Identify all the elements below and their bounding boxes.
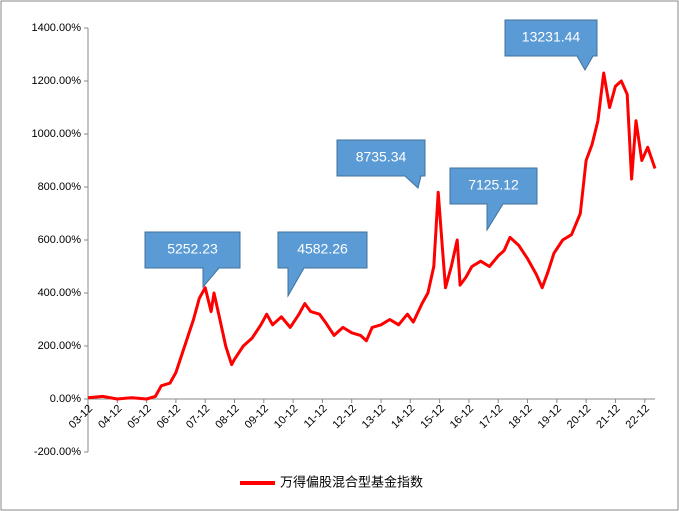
callout: 13231.44 <box>504 19 598 72</box>
callout-label: 4582.26 <box>297 241 348 257</box>
callout: 8735.34 <box>336 139 426 189</box>
series-line <box>87 71 657 401</box>
y-tick-label: 200.00% <box>38 340 82 352</box>
callout: 5252.23 <box>144 231 241 289</box>
y-tick-label: 1200.00% <box>31 75 81 87</box>
y-tick-label: 400.00% <box>38 287 82 299</box>
callout-box <box>144 231 241 289</box>
callout-label: 13231.44 <box>522 29 581 45</box>
callout-label: 5252.23 <box>167 241 218 257</box>
callout: 4582.26 <box>277 231 368 298</box>
y-tick-label: 1000.00% <box>31 128 81 140</box>
callout-box <box>449 167 538 232</box>
callout-label: 8735.34 <box>356 149 407 165</box>
callout-label: 7125.12 <box>468 177 519 193</box>
callout-box <box>277 231 368 298</box>
y-tick-label: 1400.00% <box>31 22 81 34</box>
y-tick-label: -200.00% <box>34 446 81 458</box>
callout: 7125.12 <box>449 167 538 232</box>
y-tick-label: 800.00% <box>38 181 82 193</box>
y-tick-label: 0.00% <box>50 393 81 405</box>
y-tick-label: 600.00% <box>38 234 82 246</box>
callout-box <box>504 19 598 72</box>
callout-box <box>336 139 426 189</box>
legend-label: 万得偏股混合型基金指数 <box>280 474 423 489</box>
